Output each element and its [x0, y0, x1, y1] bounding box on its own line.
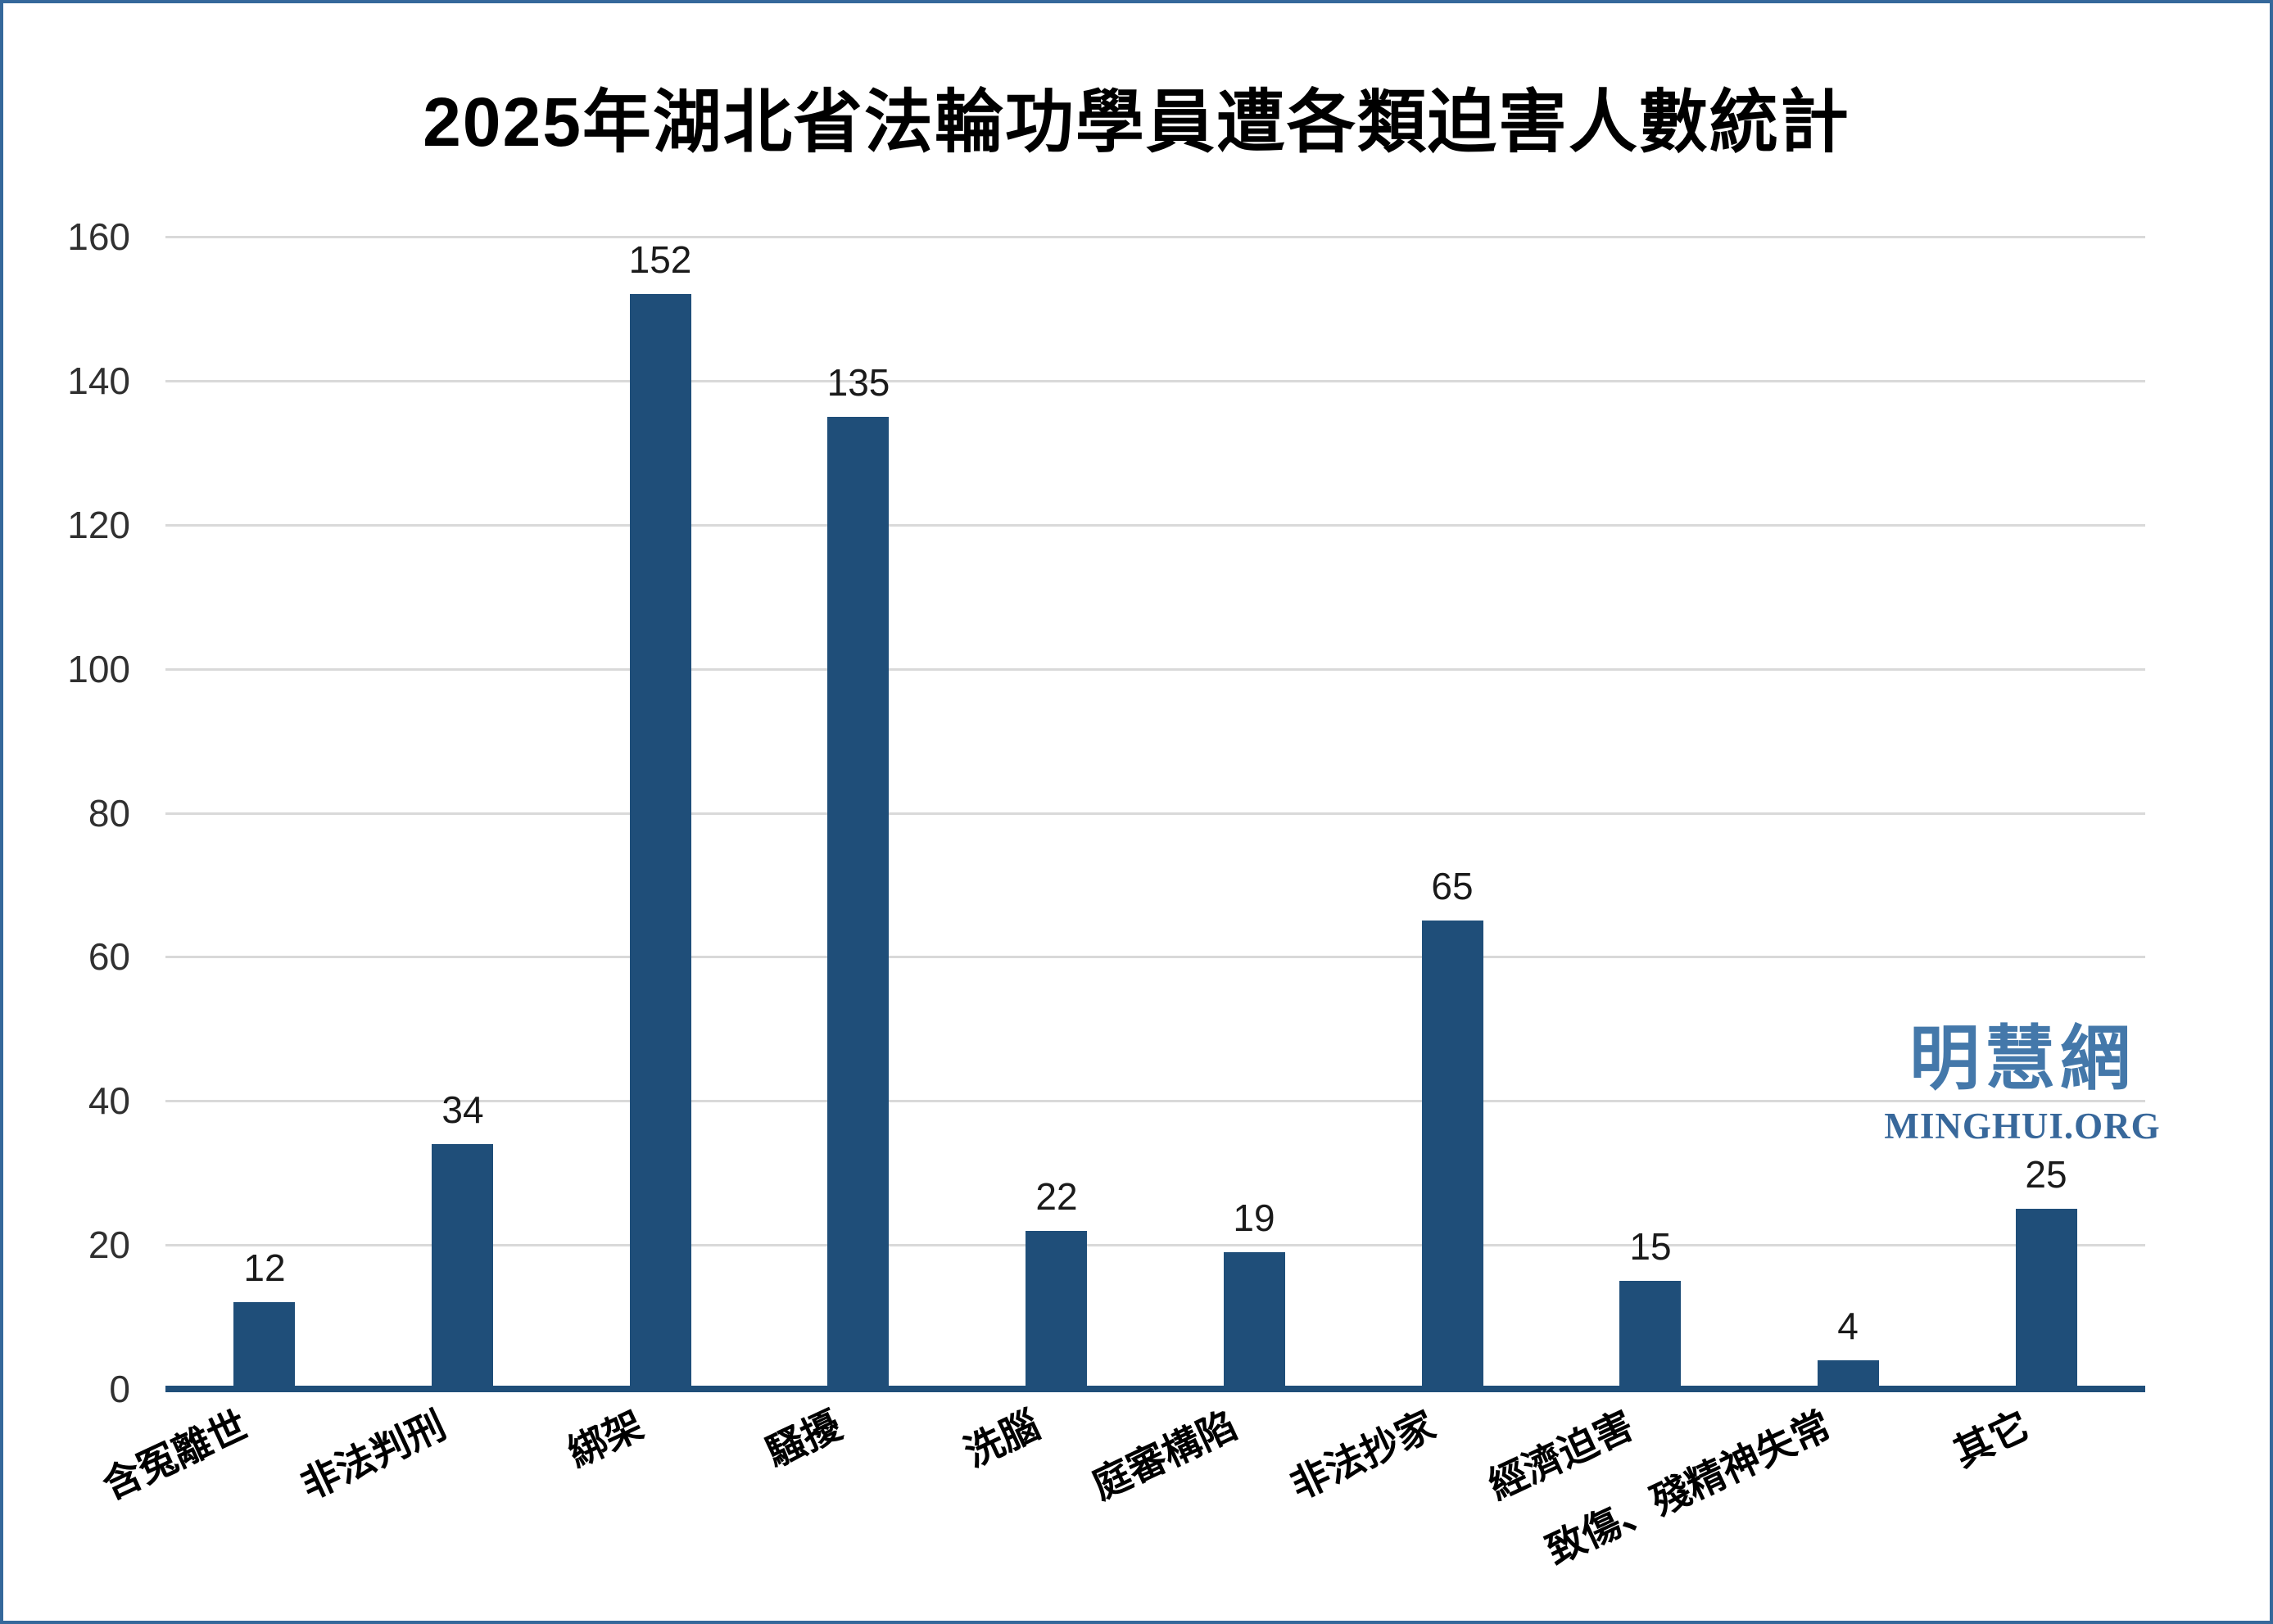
bar-value-label-3: 152: [628, 238, 692, 281]
y-tick-label-0: 0: [109, 1368, 130, 1410]
gridline-80: [165, 812, 2145, 815]
gridline-140: [165, 380, 2145, 382]
minghui-watermark-latin: MINGHUI.ORG: [1884, 1106, 2161, 1147]
gridline-40: [165, 1100, 2145, 1102]
x-axis-line: [165, 1386, 2145, 1392]
gridline-60: [165, 956, 2145, 958]
x-category-label-8: 經濟迫害: [1482, 1402, 1640, 1508]
bar-value-label-10: 25: [2025, 1153, 2067, 1196]
y-tick-label-20: 20: [88, 1224, 130, 1266]
bar-value-label-4: 135: [826, 361, 890, 404]
bar-8: [1619, 1281, 1681, 1389]
bar-9: [1818, 1360, 1879, 1389]
y-tick-label-80: 80: [88, 792, 130, 835]
y-tick-label-100: 100: [67, 648, 130, 690]
x-category-label-7: 非法抄家: [1284, 1402, 1442, 1508]
x-category-label-5: 洗腦: [958, 1402, 1046, 1475]
bar-7: [1422, 921, 1483, 1389]
bar-value-label-7: 65: [1431, 865, 1474, 907]
x-category-label-1: 含冤離世: [96, 1402, 254, 1508]
bar-4: [827, 417, 889, 1389]
chart-title: 2025年湖北省法輪功學員遭各類迫害人數統計: [423, 84, 1850, 161]
x-category-label-10: 其它: [1947, 1402, 2035, 1475]
gridline-20: [165, 1244, 2145, 1246]
bar-6: [1224, 1252, 1285, 1389]
bar-2: [432, 1144, 493, 1389]
y-tick-label-160: 160: [67, 215, 130, 258]
bar-value-label-9: 4: [1837, 1305, 1859, 1347]
gridline-100: [165, 668, 2145, 671]
x-category-label-6: 庭審構陷: [1085, 1402, 1243, 1508]
bar-value-label-2: 34: [441, 1088, 484, 1131]
gridline-160: [165, 236, 2145, 238]
bar-10: [2016, 1209, 2077, 1389]
x-category-label-3: 綁架: [561, 1402, 650, 1475]
x-category-label-4: 騷擾: [759, 1402, 848, 1475]
y-tick-label-40: 40: [88, 1079, 130, 1122]
bar-value-label-1: 12: [243, 1246, 286, 1289]
y-tick-label-140: 140: [67, 360, 130, 402]
bar-value-label-6: 19: [1233, 1197, 1275, 1239]
minghui-watermark-cjk: 明慧網: [1909, 1020, 2135, 1098]
bar-3: [630, 294, 691, 1389]
x-category-label-2: 非法判刑: [294, 1402, 452, 1508]
bar-5: [1026, 1231, 1087, 1389]
bar-value-label-5: 22: [1035, 1175, 1078, 1218]
gridline-120: [165, 524, 2145, 527]
minghui-watermark: 明慧網 MINGHUI.ORG: [1879, 1021, 2166, 1146]
bar-1: [233, 1302, 295, 1389]
y-tick-label-60: 60: [88, 935, 130, 978]
bar-value-label-8: 15: [1629, 1225, 1672, 1268]
y-tick-label-120: 120: [67, 504, 130, 546]
